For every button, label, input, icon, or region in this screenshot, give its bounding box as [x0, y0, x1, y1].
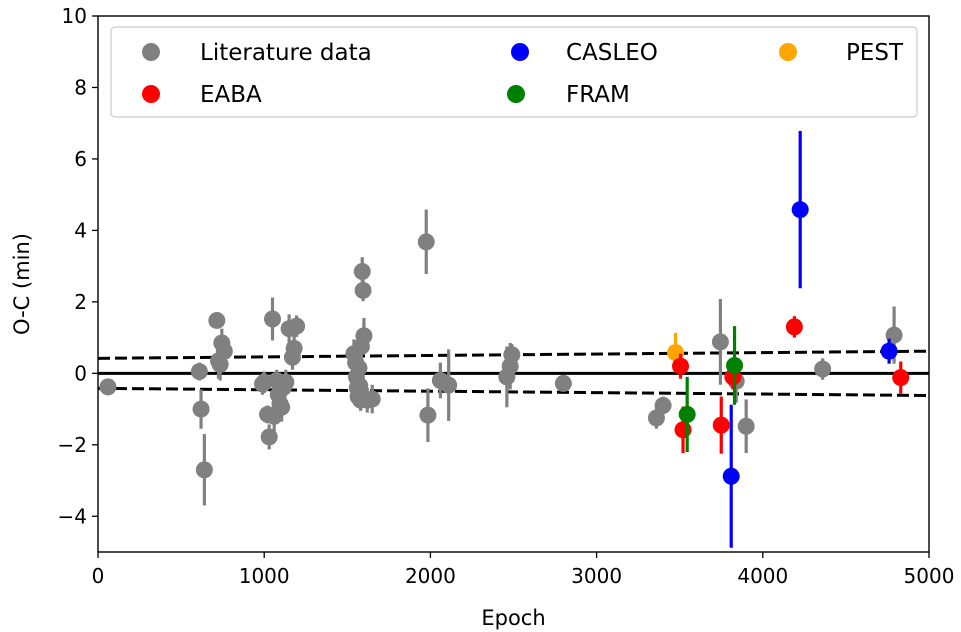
- data-point: [354, 281, 372, 299]
- y-tick-label: −4: [58, 504, 87, 528]
- legend-frame: [110, 26, 918, 118]
- data-points: [99, 131, 910, 548]
- x-axis-ticks: 0 1000 2000 3000 4000 5000: [92, 552, 955, 588]
- data-point: [260, 428, 278, 446]
- y-axis-label: O-C (min): [10, 233, 34, 335]
- y-tick-label: 8: [74, 75, 87, 99]
- x-tick-label: 3000: [571, 564, 622, 588]
- legend-item: CASLEO: [511, 40, 658, 66]
- series-eaba: [672, 316, 910, 454]
- data-point: [353, 262, 371, 280]
- legend-item: FRAM: [507, 82, 630, 108]
- y-tick-label: 2: [74, 290, 87, 314]
- data-point: [355, 327, 373, 345]
- data-point: [726, 356, 744, 374]
- plot-frame: [97, 15, 930, 553]
- data-point: [277, 373, 295, 391]
- data-point: [273, 398, 291, 416]
- data-point: [195, 461, 213, 479]
- data-point: [554, 374, 572, 392]
- y-tick-label: 10: [62, 4, 87, 28]
- data-point: [503, 346, 521, 364]
- legend-label: EABA: [200, 82, 262, 108]
- data-point: [712, 416, 730, 434]
- legend-item: PEST: [779, 40, 904, 66]
- dashed-reference-line: [97, 386, 930, 397]
- y-tick-label: 0: [74, 361, 87, 385]
- legend-label: Literature data: [200, 40, 372, 66]
- x-tick-label: 4000: [737, 564, 788, 588]
- data-point: [99, 378, 117, 396]
- data-point: [208, 311, 226, 329]
- data-point: [417, 233, 435, 251]
- data-point: [190, 363, 208, 381]
- data-point: [814, 360, 832, 378]
- data-point: [351, 377, 369, 395]
- data-point: [722, 467, 740, 485]
- data-point: [350, 359, 368, 377]
- y-axis-ticks: −4 −2 0 2 4 6 8 10: [58, 4, 98, 528]
- x-tick-label: 2000: [405, 564, 456, 588]
- legend-marker: [779, 43, 797, 61]
- data-point: [654, 396, 672, 414]
- data-point: [440, 376, 458, 394]
- legend-label: CASLEO: [566, 40, 658, 66]
- data-point: [672, 357, 690, 375]
- legend-label: FRAM: [566, 82, 630, 108]
- legend-marker: [142, 43, 160, 61]
- data-point: [215, 342, 233, 360]
- data-point: [647, 409, 665, 427]
- data-point: [785, 318, 803, 336]
- series-casleo: [722, 131, 898, 548]
- data-point: [880, 342, 898, 360]
- data-point: [255, 373, 273, 391]
- data-point: [678, 405, 696, 423]
- x-tick-label: 1000: [239, 564, 290, 588]
- data-point: [711, 333, 729, 351]
- y-tick-label: 4: [74, 218, 87, 242]
- data-point: [419, 406, 437, 424]
- legend-label: PEST: [846, 40, 904, 66]
- data-point: [674, 421, 692, 439]
- x-tick-label: 5000: [904, 564, 955, 588]
- legend-marker: [507, 85, 525, 103]
- legend-item: Literature data: [142, 40, 372, 66]
- x-axis-label: Epoch: [481, 606, 545, 630]
- y-tick-label: −2: [58, 433, 87, 457]
- data-point: [288, 317, 306, 335]
- data-point: [264, 310, 282, 328]
- legend: Literature data CASLEO PEST EABA FRAM: [110, 26, 918, 118]
- data-point: [285, 339, 303, 357]
- x-tick-label: 0: [92, 564, 105, 588]
- data-point: [892, 369, 910, 387]
- data-point: [737, 417, 755, 435]
- data-point: [363, 390, 381, 408]
- series-fram: [678, 326, 744, 452]
- data-point: [192, 400, 210, 418]
- data-point: [791, 201, 809, 219]
- series-literature-data: [99, 209, 903, 506]
- y-tick-label: 6: [74, 147, 87, 171]
- legend-marker: [511, 43, 529, 61]
- legend-marker: [142, 85, 160, 103]
- legend-item: EABA: [142, 82, 262, 108]
